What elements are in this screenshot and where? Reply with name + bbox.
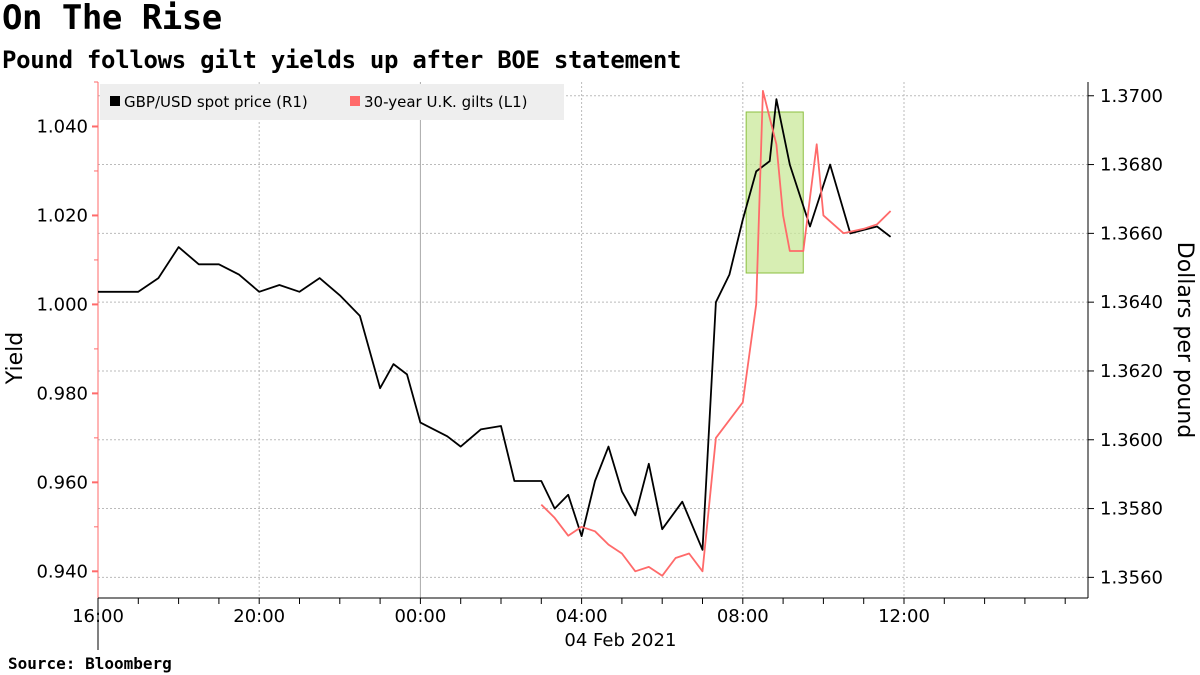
gbpusd-line — [98, 98, 892, 551]
right-tick-label: 1.3660 — [1100, 223, 1163, 244]
right-tick-label: 1.3560 — [1100, 567, 1163, 588]
legend-swatch — [110, 96, 120, 106]
left-tick-label: 1.000 — [36, 294, 88, 315]
x-tick-label: 20:00 — [233, 606, 285, 627]
right-tick-label: 1.3580 — [1100, 499, 1163, 520]
x-tick-label: 00:00 — [394, 606, 446, 627]
left-axis-title: Yield — [3, 332, 28, 385]
legend-label: 30-year U.K. gilts (L1) — [364, 93, 528, 111]
left-tick-label: 1.040 — [36, 116, 88, 137]
chart-title: On The Rise — [2, 0, 222, 38]
x-tick-label: 08:00 — [717, 606, 769, 627]
chart-subtitle: Pound follows gilt yields up after BOE s… — [2, 46, 682, 74]
right-tick-label: 1.3620 — [1100, 361, 1163, 382]
left-tick-label: 0.940 — [36, 561, 88, 582]
left-tick-label: 1.020 — [36, 205, 88, 226]
x-tick-label: 04:00 — [556, 606, 608, 627]
legend-box — [100, 84, 564, 120]
right-tick-label: 1.3640 — [1100, 292, 1163, 313]
left-tick-label: 0.960 — [36, 472, 88, 493]
source-note: Source: Bloomberg — [8, 654, 172, 673]
right-tick-label: 1.3600 — [1100, 430, 1163, 451]
legend-swatch — [350, 96, 360, 106]
right-axis-title: Dollars per pound — [1172, 242, 1197, 438]
right-tick-label: 1.3680 — [1100, 155, 1163, 176]
left-tick-label: 0.980 — [36, 383, 88, 404]
right-tick-label: 1.3700 — [1100, 86, 1163, 107]
x-date-label: 04 Feb 2021 — [564, 630, 676, 651]
x-tick-label: 12:00 — [878, 606, 930, 627]
gilt-yield-line — [540, 90, 892, 577]
legend-label: GBP/USD spot price (R1) — [124, 93, 308, 111]
x-tick-label: 16:00 — [72, 606, 124, 627]
